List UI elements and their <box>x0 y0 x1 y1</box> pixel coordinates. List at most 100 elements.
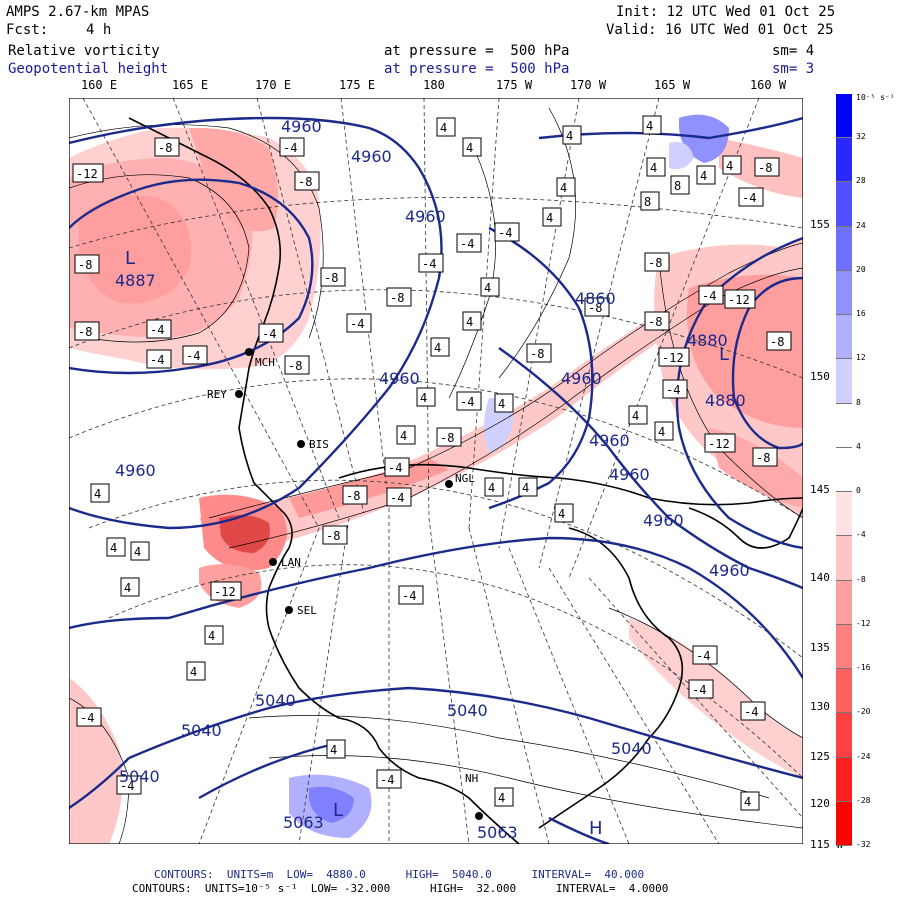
vorticity-value-label: -4 <box>279 137 305 157</box>
vorticity-value-label: 4 <box>90 483 110 503</box>
vorticity-value-label: -12 <box>658 347 690 367</box>
vorticity-value-label: -8 <box>294 171 320 191</box>
vorticity-value-label: 4 <box>554 503 574 523</box>
svg-text:4: 4 <box>498 791 505 805</box>
svg-text:4: 4 <box>208 629 215 643</box>
height-label: 4960 <box>351 147 392 166</box>
vorticity-value-label: -4 <box>456 233 482 253</box>
negative-vorticity-region <box>189 127 278 232</box>
forecast-hour: 4 h <box>86 22 112 38</box>
height-label: 4887 <box>115 271 156 290</box>
svg-text:8: 8 <box>674 179 681 193</box>
vorticity-value-label: -8 <box>752 447 778 467</box>
vorticity-value-label: 4 <box>326 739 346 759</box>
lon-label: 160 W <box>749 78 787 92</box>
meridian <box>548 567 720 844</box>
coastline <box>128 117 520 844</box>
height-label: 4860 <box>575 289 616 308</box>
positive-vorticity-region <box>309 786 354 823</box>
vorticity-contour-info: CONTOURS: UNITS=10⁻⁵ s⁻¹ LOW= -32.000 HI… <box>132 882 669 895</box>
lat-label: 135 W <box>810 641 844 654</box>
vorticity-value-label: 4 <box>642 115 662 135</box>
svg-text:-4: -4 <box>283 141 297 155</box>
colorbar-segment <box>836 492 852 537</box>
colorbar-tick-label: 4 <box>856 441 861 451</box>
height-contour <box>69 126 443 530</box>
height-contour <box>548 816 610 844</box>
vorticity-value-label: 4 <box>462 137 482 157</box>
vorticity-value-label: 4 <box>484 477 504 497</box>
station-dot <box>269 558 277 566</box>
svg-text:4: 4 <box>134 545 141 559</box>
model-title: AMPS 2.67-km MPAS <box>6 4 150 20</box>
svg-text:-4: -4 <box>742 191 756 205</box>
forecast-label: Fcst: <box>6 22 49 38</box>
meridian <box>498 98 580 549</box>
field2-name: Geopotential height <box>8 61 169 77</box>
svg-text:-4: -4 <box>80 711 94 725</box>
height-label: 4880 <box>705 391 746 410</box>
colorbar-segment <box>836 713 852 758</box>
svg-text:4: 4 <box>498 397 505 411</box>
svg-text:4: 4 <box>466 141 473 155</box>
height-contours <box>69 116 803 844</box>
svg-text:-4: -4 <box>702 289 716 303</box>
height-label: 4960 <box>709 561 750 580</box>
meridian <box>298 517 350 844</box>
colorbar-tick-label: 32 <box>856 132 866 142</box>
height-contour <box>128 686 803 780</box>
station-label: LAN <box>281 556 301 569</box>
vorticity-contour <box>69 174 250 343</box>
vorticity-value-label: 4 <box>628 405 648 425</box>
svg-text:-4: -4 <box>380 773 394 787</box>
vorticity-value-label: 4 <box>130 541 150 561</box>
height-contour <box>69 616 170 630</box>
height-contour <box>198 741 340 800</box>
colorbar-unit: 10⁻⁵ s⁻¹ <box>856 93 895 102</box>
colorbar-segment <box>836 580 852 625</box>
svg-text:4: 4 <box>560 181 567 195</box>
lat-label: 120 W <box>810 797 844 810</box>
vorticity-contour <box>608 607 803 739</box>
lat-label: 125 W <box>810 750 844 763</box>
height-label: 4960 <box>379 369 420 388</box>
vorticity-value-label: 4 <box>416 387 436 407</box>
vorticity-value-label: -4 <box>258 323 284 343</box>
vorticity-value-label: -4 <box>662 379 688 399</box>
positive-vorticity-region <box>669 142 694 170</box>
init-time: Init: 12 UTC Wed 01 Oct 25 <box>616 4 836 20</box>
svg-text:-8: -8 <box>78 258 92 272</box>
svg-text:-4: -4 <box>744 705 758 719</box>
svg-text:4: 4 <box>632 409 639 423</box>
field2-smoothing: sm= 3 <box>772 61 815 77</box>
lat-label: 150 W <box>810 370 844 383</box>
svg-text:4: 4 <box>488 481 495 495</box>
vorticity-value-label: -8 <box>644 311 670 331</box>
station-label: MCH <box>255 356 275 369</box>
vorticity-value-label: 4 <box>186 661 206 681</box>
svg-text:4: 4 <box>522 481 529 495</box>
height-label: 4960 <box>609 465 650 484</box>
station-dot <box>445 480 453 488</box>
vorticity-value-label: 8 <box>670 175 690 195</box>
vorticity-value-label: 4 <box>542 207 562 227</box>
low-marker: L <box>125 248 135 269</box>
height-contour-info: CONTOURS: UNITS=m LOW= 4880.0 HIGH= 5040… <box>154 868 645 881</box>
vorticity-value-label: -4 <box>346 313 372 333</box>
vorticity-value-label: 4 <box>494 393 514 413</box>
colorbar-segment <box>836 270 852 316</box>
colorbar-segment <box>836 757 852 802</box>
height-label: 4960 <box>405 207 446 226</box>
parallel <box>69 196 803 249</box>
svg-text:-4: -4 <box>150 353 164 367</box>
svg-text:4: 4 <box>744 795 751 809</box>
colorbar-tick-label: 8 <box>856 397 861 407</box>
svg-text:-4: -4 <box>388 461 402 475</box>
negative-vorticity-region <box>687 274 803 428</box>
lon-label: 160 E <box>80 78 118 92</box>
svg-text:-8: -8 <box>648 256 662 270</box>
meridian <box>428 517 470 844</box>
svg-text:4: 4 <box>330 743 337 757</box>
lon-label: 170 E <box>254 78 292 92</box>
height-label: 5063 <box>283 813 324 832</box>
